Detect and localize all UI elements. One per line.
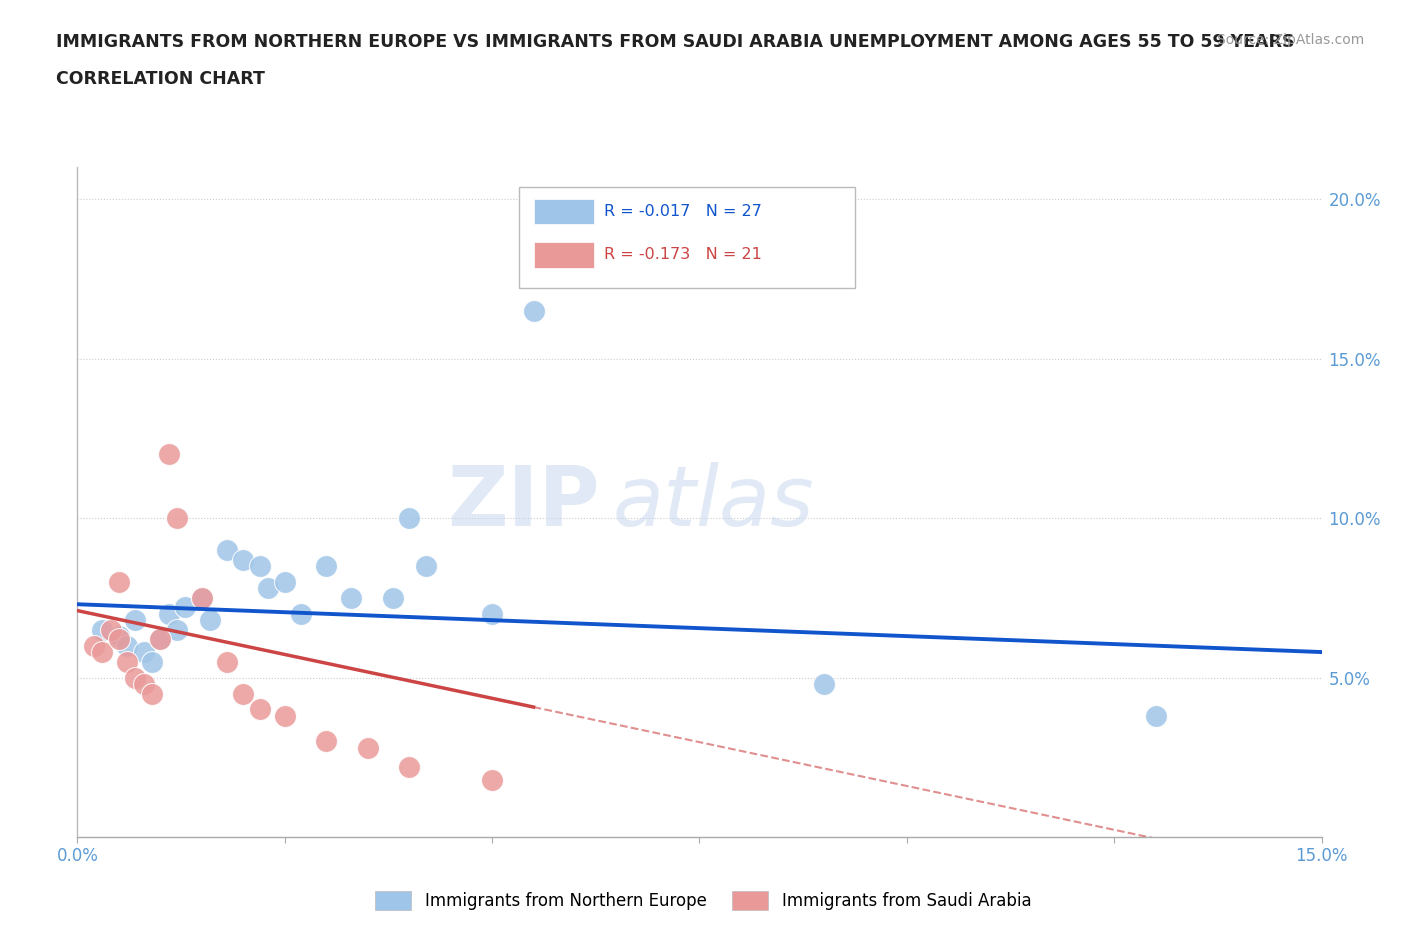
Point bbox=[141, 654, 163, 669]
Point bbox=[215, 542, 238, 557]
Point bbox=[174, 600, 197, 615]
Point bbox=[315, 559, 337, 574]
Point bbox=[398, 511, 420, 525]
Point bbox=[274, 575, 297, 590]
Point bbox=[232, 686, 254, 701]
FancyBboxPatch shape bbox=[519, 188, 855, 288]
Point bbox=[83, 638, 105, 653]
Text: CORRELATION CHART: CORRELATION CHART bbox=[56, 70, 266, 87]
Point bbox=[108, 629, 131, 644]
Point bbox=[232, 552, 254, 567]
Point bbox=[157, 606, 180, 621]
Point bbox=[813, 676, 835, 691]
Text: ZIP: ZIP bbox=[447, 461, 600, 543]
Point bbox=[215, 654, 238, 669]
Text: atlas: atlas bbox=[613, 461, 814, 543]
Point bbox=[1144, 709, 1167, 724]
Point bbox=[166, 511, 188, 525]
Point bbox=[108, 575, 131, 590]
Point bbox=[523, 303, 546, 318]
FancyBboxPatch shape bbox=[534, 243, 593, 268]
Point bbox=[132, 644, 155, 659]
Point bbox=[166, 622, 188, 637]
Point bbox=[274, 709, 297, 724]
Point bbox=[149, 631, 172, 646]
Point bbox=[198, 613, 221, 628]
Text: IMMIGRANTS FROM NORTHERN EUROPE VS IMMIGRANTS FROM SAUDI ARABIA UNEMPLOYMENT AMO: IMMIGRANTS FROM NORTHERN EUROPE VS IMMIG… bbox=[56, 33, 1295, 50]
Point bbox=[481, 772, 503, 787]
Point bbox=[100, 622, 122, 637]
Point bbox=[115, 638, 138, 653]
Point bbox=[415, 559, 437, 574]
Text: R = -0.173   N = 21: R = -0.173 N = 21 bbox=[603, 247, 762, 262]
Point bbox=[340, 591, 363, 605]
Point bbox=[257, 581, 280, 596]
Point bbox=[108, 631, 131, 646]
Point bbox=[398, 760, 420, 775]
Legend: Immigrants from Northern Europe, Immigrants from Saudi Arabia: Immigrants from Northern Europe, Immigra… bbox=[368, 884, 1038, 917]
Point bbox=[481, 606, 503, 621]
Point bbox=[357, 740, 380, 755]
Point bbox=[124, 671, 146, 685]
Point bbox=[191, 591, 214, 605]
Point bbox=[381, 591, 404, 605]
Point bbox=[124, 613, 146, 628]
Text: Source: ZipAtlas.com: Source: ZipAtlas.com bbox=[1216, 33, 1364, 46]
Point bbox=[249, 559, 271, 574]
Point bbox=[91, 644, 114, 659]
Point bbox=[290, 606, 312, 621]
Point bbox=[132, 676, 155, 691]
Point bbox=[149, 631, 172, 646]
FancyBboxPatch shape bbox=[534, 199, 593, 224]
Point bbox=[115, 654, 138, 669]
Point bbox=[315, 734, 337, 749]
Point bbox=[91, 622, 114, 637]
Point bbox=[191, 591, 214, 605]
Text: R = -0.017   N = 27: R = -0.017 N = 27 bbox=[603, 204, 762, 219]
Point bbox=[157, 447, 180, 462]
Point bbox=[141, 686, 163, 701]
Point bbox=[249, 702, 271, 717]
